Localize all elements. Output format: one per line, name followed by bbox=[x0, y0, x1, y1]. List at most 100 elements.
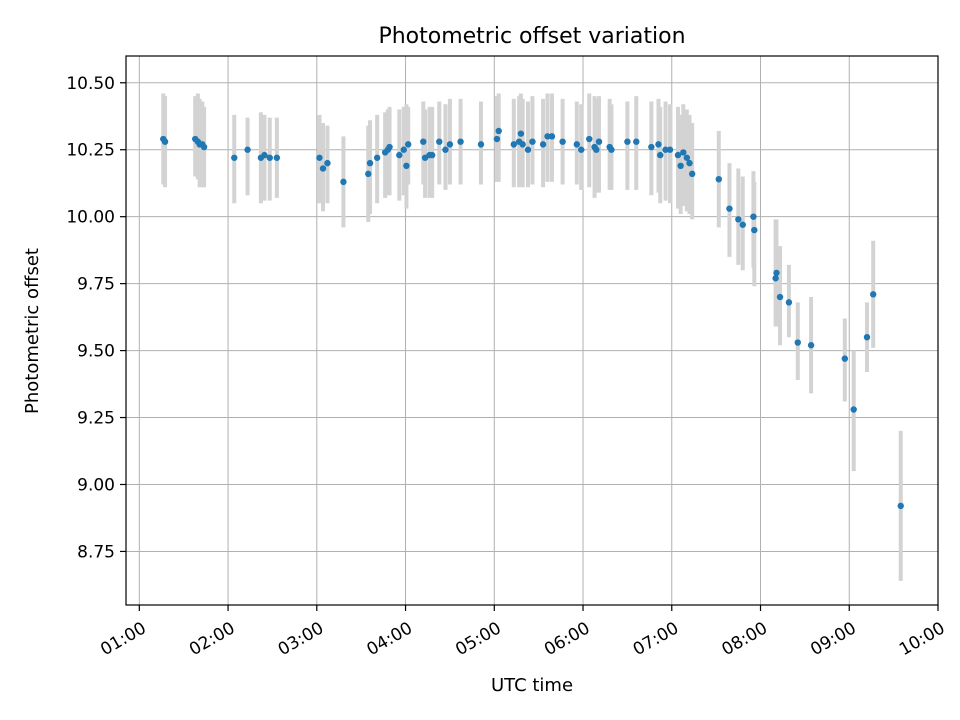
x-axis-ticks: 01:00 02:00 03:00 04:00 05:00 06:00 07:00 08:00… bbox=[97, 605, 948, 660]
data-point bbox=[655, 141, 662, 148]
data-point bbox=[200, 143, 208, 151]
data-point bbox=[648, 143, 655, 151]
x-tick-label: 05:00 bbox=[452, 618, 504, 660]
data-point bbox=[340, 178, 347, 186]
data-point bbox=[662, 146, 669, 153]
data-point bbox=[735, 216, 742, 223]
x-tick-label: 01:00 bbox=[97, 618, 149, 660]
y-tick-label: 9.00 bbox=[77, 475, 115, 495]
y-axis-ticks: 8.75 9.00 9.25 9.50 9.75 10.00 10.25 10.50 bbox=[66, 74, 126, 562]
chart-title: Photometric offset variation bbox=[378, 24, 685, 49]
x-tick-label: 02:00 bbox=[186, 618, 238, 660]
x-tick-label: 04:00 bbox=[364, 618, 416, 660]
data-point bbox=[517, 130, 525, 137]
data-point bbox=[794, 339, 801, 346]
data-point bbox=[666, 146, 674, 153]
x-tick-label: 08:00 bbox=[719, 618, 771, 660]
data-point bbox=[519, 141, 526, 148]
y-tick-label: 8.75 bbox=[77, 542, 115, 562]
data-point bbox=[495, 127, 502, 135]
x-axis-label: UTC time bbox=[491, 675, 573, 696]
plot-frame bbox=[125, 55, 939, 606]
data-point bbox=[841, 355, 849, 362]
y-tick-label: 10.50 bbox=[66, 74, 115, 94]
data-point bbox=[608, 146, 615, 153]
data-point bbox=[593, 146, 600, 153]
data-point bbox=[657, 151, 664, 159]
data-point bbox=[539, 141, 547, 148]
data-point bbox=[595, 138, 603, 145]
data-point bbox=[366, 159, 374, 167]
data-point bbox=[273, 154, 281, 161]
y-tick-label: 9.25 bbox=[77, 409, 115, 429]
data-point bbox=[773, 269, 780, 277]
data-point bbox=[442, 146, 449, 153]
data-point bbox=[674, 151, 682, 159]
data-point bbox=[726, 205, 733, 212]
data-point bbox=[683, 154, 691, 161]
data-point bbox=[529, 138, 536, 145]
data-point bbox=[365, 170, 372, 178]
x-tick-label: 07:00 bbox=[630, 618, 682, 660]
x-tick-label: 10:00 bbox=[896, 618, 948, 660]
x-tick-label: 06:00 bbox=[541, 618, 593, 660]
data-point bbox=[688, 170, 696, 178]
data-point bbox=[624, 138, 631, 145]
data-point bbox=[446, 141, 454, 148]
data-point bbox=[436, 138, 443, 145]
x-tick-label: 03:00 bbox=[275, 618, 327, 660]
y-tick-label: 9.50 bbox=[77, 342, 115, 362]
y-tick-label: 10.00 bbox=[66, 208, 115, 228]
x-tick-label: 09:00 bbox=[807, 618, 859, 660]
data-point bbox=[807, 342, 815, 349]
data-point bbox=[428, 151, 436, 159]
y-tick-label: 10.25 bbox=[66, 141, 115, 161]
data-point bbox=[863, 333, 871, 341]
data-point bbox=[386, 143, 393, 151]
data-point bbox=[396, 151, 403, 159]
data-point bbox=[403, 162, 410, 169]
data-point bbox=[586, 135, 593, 143]
data-point bbox=[544, 133, 551, 140]
data-point bbox=[776, 293, 784, 301]
data-point bbox=[493, 135, 501, 143]
data-point bbox=[573, 141, 581, 148]
data-point bbox=[457, 138, 464, 145]
data-point bbox=[161, 138, 169, 145]
data-point bbox=[266, 154, 273, 161]
data-point bbox=[677, 162, 684, 169]
data-point bbox=[261, 151, 268, 159]
data-point bbox=[405, 141, 412, 148]
data-point bbox=[231, 154, 238, 161]
data-point bbox=[772, 275, 779, 282]
y-axis-label: Photometric offset bbox=[22, 248, 43, 414]
data-point bbox=[400, 146, 407, 153]
data-point bbox=[319, 165, 327, 172]
data-point bbox=[850, 406, 857, 413]
data-point bbox=[578, 146, 585, 153]
data-point bbox=[324, 159, 331, 167]
data-points bbox=[160, 127, 904, 510]
data-point bbox=[373, 154, 381, 161]
data-point bbox=[316, 154, 323, 161]
data-point bbox=[420, 138, 427, 145]
data-point bbox=[739, 221, 746, 228]
data-point bbox=[897, 502, 904, 510]
data-point bbox=[244, 146, 251, 153]
error-bars bbox=[161, 93, 903, 581]
data-point bbox=[477, 141, 485, 148]
data-point bbox=[548, 133, 556, 140]
data-point bbox=[680, 149, 687, 156]
data-point bbox=[750, 213, 757, 220]
data-point bbox=[524, 146, 532, 153]
data-point bbox=[870, 291, 877, 298]
y-tick-label: 9.75 bbox=[77, 275, 115, 295]
data-point bbox=[751, 226, 758, 234]
data-point bbox=[559, 138, 566, 145]
data-point bbox=[633, 138, 640, 145]
data-point bbox=[686, 159, 693, 167]
data-point bbox=[785, 299, 793, 306]
data-point bbox=[510, 141, 518, 148]
data-point bbox=[715, 175, 723, 183]
